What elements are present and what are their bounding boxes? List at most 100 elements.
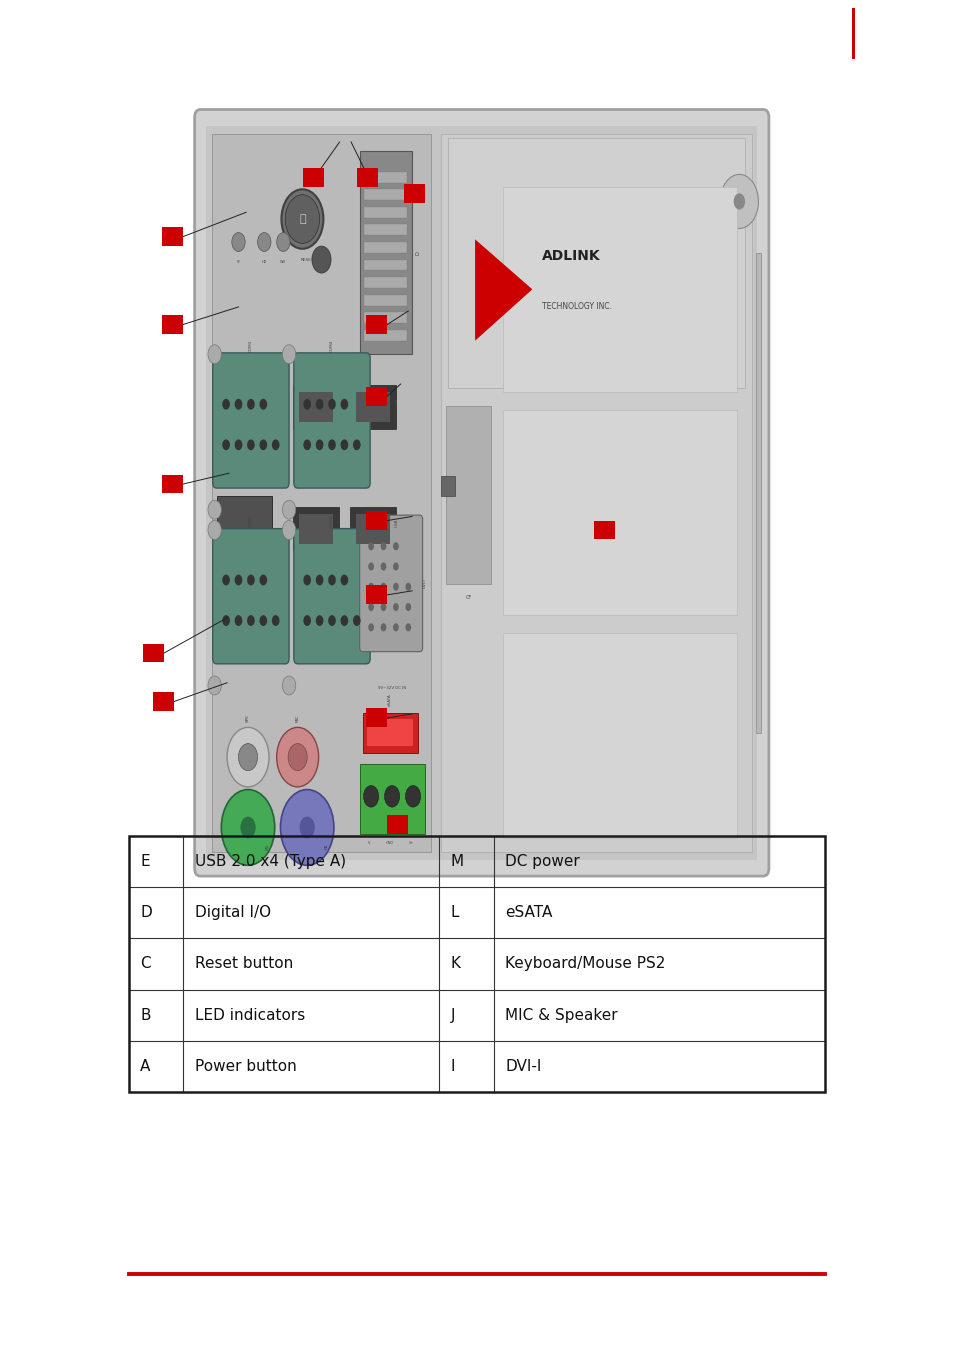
FancyBboxPatch shape — [213, 353, 289, 488]
Text: COM4: COM4 — [330, 339, 334, 352]
Text: MIC: MIC — [295, 714, 299, 722]
Circle shape — [328, 399, 335, 410]
Circle shape — [240, 817, 255, 838]
Circle shape — [247, 615, 254, 626]
FancyBboxPatch shape — [194, 110, 768, 876]
Circle shape — [280, 790, 334, 865]
Bar — [387, 815, 408, 834]
Circle shape — [247, 575, 254, 585]
Bar — [364, 330, 407, 341]
Text: 9V~32V DC IN: 9V~32V DC IN — [377, 685, 406, 690]
Circle shape — [315, 615, 323, 626]
Circle shape — [303, 439, 311, 450]
Circle shape — [276, 233, 290, 251]
Text: Keyboard/Mouse PS2: Keyboard/Mouse PS2 — [505, 956, 665, 972]
Circle shape — [222, 399, 230, 410]
Text: D: D — [140, 904, 152, 921]
Circle shape — [281, 189, 323, 249]
Bar — [364, 277, 407, 288]
Circle shape — [234, 615, 242, 626]
Circle shape — [222, 615, 230, 626]
Circle shape — [208, 500, 221, 519]
Bar — [364, 295, 407, 306]
Bar — [367, 719, 413, 746]
Text: A: A — [140, 1059, 151, 1075]
Circle shape — [368, 623, 374, 631]
Circle shape — [234, 399, 242, 410]
Circle shape — [368, 562, 374, 571]
Circle shape — [303, 615, 311, 626]
Bar — [152, 692, 173, 711]
Circle shape — [299, 817, 314, 838]
Bar — [298, 392, 333, 422]
Bar — [143, 644, 164, 662]
Circle shape — [259, 439, 267, 450]
Bar — [355, 392, 390, 422]
Circle shape — [380, 603, 386, 611]
Text: B: B — [140, 1007, 151, 1023]
Bar — [216, 496, 272, 566]
Text: COM2: COM2 — [330, 515, 334, 527]
Bar — [448, 138, 744, 388]
Bar — [129, 836, 824, 1092]
Text: CF: CF — [465, 595, 471, 600]
Circle shape — [315, 399, 323, 410]
Circle shape — [380, 542, 386, 550]
FancyBboxPatch shape — [359, 515, 422, 652]
Bar — [350, 385, 395, 429]
Text: TECHNOLOGY INC.: TECHNOLOGY INC. — [541, 303, 611, 311]
Circle shape — [272, 615, 279, 626]
Circle shape — [259, 399, 267, 410]
Bar — [293, 385, 338, 429]
Bar — [364, 207, 407, 218]
Bar — [440, 134, 751, 852]
Text: USB: USB — [395, 397, 398, 406]
Circle shape — [393, 623, 398, 631]
Bar — [364, 224, 407, 235]
Circle shape — [222, 575, 230, 585]
Bar — [364, 312, 407, 323]
Bar — [440, 476, 455, 496]
Bar — [359, 764, 424, 834]
Bar — [364, 242, 407, 253]
Circle shape — [405, 603, 411, 611]
Text: Reset button: Reset button — [194, 956, 293, 972]
Text: USB: USB — [395, 519, 398, 527]
Text: USB 2.0 x4 (Type A): USB 2.0 x4 (Type A) — [194, 853, 345, 869]
Circle shape — [222, 439, 230, 450]
Text: eSATA: eSATA — [505, 904, 552, 921]
Text: eSATA: eSATA — [388, 694, 392, 706]
Text: Power button: Power button — [194, 1059, 296, 1075]
Bar — [162, 227, 183, 246]
Text: D: D — [416, 251, 420, 254]
Bar — [359, 151, 412, 354]
Circle shape — [328, 615, 335, 626]
Bar — [298, 514, 333, 544]
Circle shape — [282, 676, 295, 695]
FancyBboxPatch shape — [294, 353, 370, 488]
Bar — [212, 134, 431, 852]
Bar — [356, 168, 377, 187]
Text: HD: HD — [261, 260, 267, 264]
Circle shape — [312, 246, 331, 273]
Bar — [355, 514, 390, 544]
Circle shape — [368, 542, 374, 550]
Circle shape — [238, 744, 257, 771]
Bar — [445, 406, 491, 584]
Bar — [303, 168, 324, 187]
Circle shape — [380, 623, 386, 631]
Circle shape — [380, 562, 386, 571]
FancyBboxPatch shape — [294, 529, 370, 664]
Circle shape — [393, 603, 398, 611]
Circle shape — [234, 439, 242, 450]
Circle shape — [276, 727, 318, 787]
Circle shape — [328, 575, 335, 585]
Bar — [404, 184, 425, 203]
Circle shape — [393, 562, 398, 571]
Circle shape — [259, 615, 267, 626]
Circle shape — [282, 500, 295, 519]
Circle shape — [234, 575, 242, 585]
Bar — [366, 315, 387, 334]
Circle shape — [303, 575, 311, 585]
Circle shape — [353, 615, 360, 626]
